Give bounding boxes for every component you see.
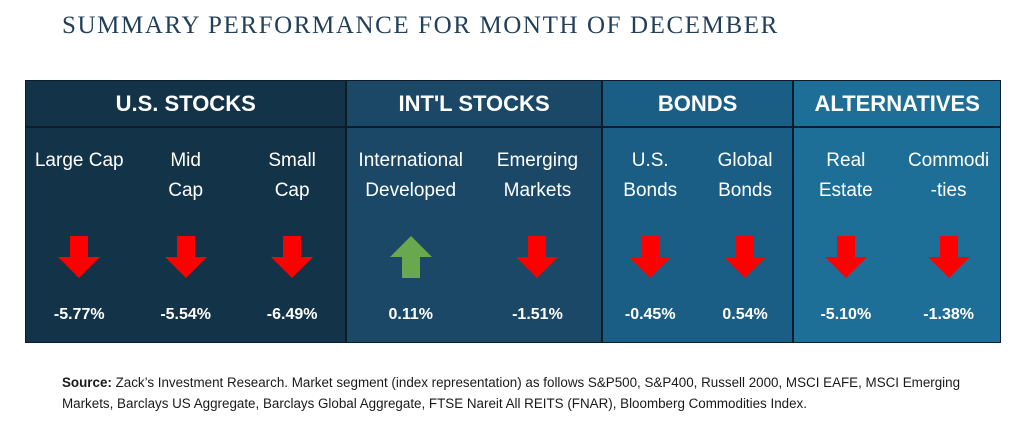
segment-column: U.S. Bonds -0.45% (603, 128, 698, 342)
segment-label: Mid Cap (168, 150, 204, 201)
group-columns: Real Estate -5.10% Commodi -ties -1.38% (794, 128, 1000, 342)
segment-value: 0.54% (722, 306, 768, 323)
segment-column: Commodi -ties -1.38% (897, 128, 1000, 342)
segment-value: -1.51% (512, 306, 563, 323)
down-arrow-icon (164, 236, 207, 278)
segment-label: U.S. Bonds (623, 150, 678, 201)
segment-label: Small Cap (268, 150, 316, 201)
down-arrow-icon (629, 236, 672, 278)
group-header: INT'L STOCKS (347, 81, 601, 128)
group-columns: International Developed 0.11% Emerging Mar… (347, 128, 600, 342)
segment-label: Large Cap (34, 150, 124, 171)
segment-column: Real Estate -5.10% (794, 128, 897, 342)
down-arrow-icon (271, 236, 314, 278)
group-columns: Large Cap -5.77% Mid Cap -5.54% Small Cap -6.… (26, 128, 345, 342)
group-intl-stocks: INT'L STOCKS International Developed 0.11%… (345, 81, 601, 342)
up-arrow-icon (389, 236, 432, 278)
down-arrow-icon (927, 236, 970, 278)
segment-column: Small Cap -6.49% (239, 128, 345, 342)
source-label: Source: (62, 375, 112, 390)
segment-value: -0.45% (624, 306, 676, 323)
segment-column: Global Bonds 0.54% (698, 128, 793, 342)
page-title: SUMMARY PERFORMANCE FOR MONTH OF DECEMBE… (62, 12, 779, 39)
group-columns: U.S. Bonds -0.45% Global Bonds 0.54% (603, 128, 793, 342)
down-arrow-icon (724, 236, 767, 278)
down-arrow-icon (58, 236, 101, 278)
segment-value: -5.54% (160, 306, 212, 323)
segment-label: Global Bonds (717, 150, 773, 201)
segment-value: -6.49% (266, 306, 318, 323)
down-arrow-icon (824, 236, 867, 278)
segment-label: Real Estate (818, 150, 873, 201)
segment-label: International Developed (358, 150, 463, 201)
segment-label: Emerging Markets (496, 150, 579, 201)
segment-label: Commodi -ties (907, 150, 990, 201)
segment-value: -1.38% (923, 306, 974, 323)
group-header: U.S. STOCKS (26, 81, 346, 128)
segment-value: 0.11% (388, 306, 433, 323)
group-bonds: BONDS U.S. Bonds -0.45% Global Bonds 0.54% (600, 81, 793, 342)
segment-column: Emerging Markets -1.51% (474, 128, 601, 342)
group-header: ALTERNATIVES (794, 81, 1000, 128)
group-header: BONDS (602, 81, 793, 128)
segment-value: -5.77% (53, 306, 105, 323)
source-text: Zack’s Investment Research. Market segme… (62, 375, 961, 411)
source-note: Source: Zack’s Investment Research. Mark… (62, 372, 962, 414)
down-arrow-icon (516, 236, 559, 278)
segment-column: International Developed 0.11% (347, 128, 474, 342)
performance-panel: U.S. STOCKS Large Cap -5.77% Mid Cap -5.54% S… (25, 80, 1001, 343)
segment-value: -5.10% (820, 306, 872, 323)
segment-column: Mid Cap -5.54% (132, 128, 238, 342)
group-alternatives: ALTERNATIVES Real Estate -5.10% Commodi -ti… (792, 81, 1000, 342)
group-us-stocks: U.S. STOCKS Large Cap -5.77% Mid Cap -5.54% S… (26, 81, 346, 342)
segment-column: Large Cap -5.77% (26, 128, 132, 342)
